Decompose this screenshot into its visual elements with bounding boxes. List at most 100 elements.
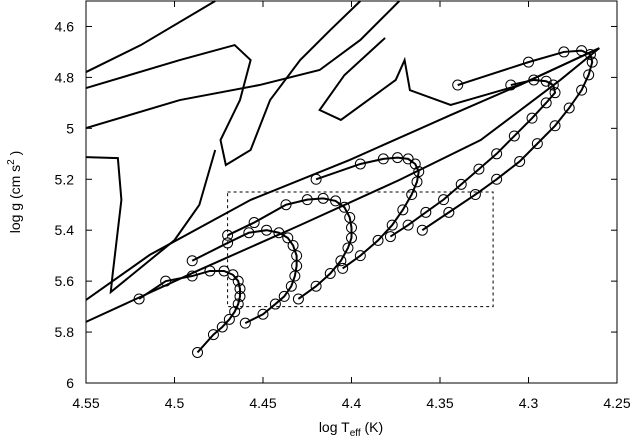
track-point [269, 298, 281, 310]
track-point [377, 153, 389, 165]
track-point [397, 204, 409, 216]
x-tick-label: 4.35 [426, 395, 453, 411]
x-axis-label: log Teff (K) [319, 419, 383, 439]
x-label-main: log T [319, 419, 350, 435]
track-point [248, 217, 260, 229]
track-line [85, 149, 217, 295]
track-point [222, 237, 234, 249]
track-point [469, 189, 481, 201]
track-line [85, 47, 600, 323]
track-point [278, 290, 290, 302]
track-point [310, 280, 322, 292]
track-point [452, 79, 464, 91]
track-point [234, 290, 246, 302]
track-point [583, 69, 595, 81]
track-point [473, 163, 485, 175]
track-point [192, 346, 204, 358]
track-point [204, 265, 216, 277]
y-tick-label: 6 [66, 375, 74, 391]
track-point [409, 158, 421, 170]
track-line [85, 0, 216, 73]
y-label-sup: 2 [6, 159, 17, 165]
track-point [576, 45, 588, 57]
track-point [508, 130, 520, 142]
track-point [186, 255, 198, 267]
region-box [227, 191, 494, 308]
track-point [337, 262, 349, 274]
track-point [218, 265, 230, 277]
track-point [287, 239, 299, 251]
track-line [85, 47, 600, 301]
x-tick-label: 4.25 [603, 395, 630, 411]
track-point [330, 195, 342, 207]
track-point [280, 199, 292, 211]
track-point [384, 231, 396, 243]
y-tick-label: 5.4 [55, 222, 75, 238]
y-tick-label: 5 [66, 120, 74, 136]
track-point [257, 308, 269, 320]
track-point [402, 219, 414, 231]
track-point [540, 97, 552, 109]
track-point [549, 87, 561, 99]
track-point [354, 158, 366, 170]
track-line [191, 229, 298, 325]
track-point [455, 178, 467, 190]
track-line [421, 49, 594, 232]
track-line [315, 156, 420, 270]
track-line [85, 0, 400, 130]
track-point [528, 74, 540, 86]
plot-frame [85, 0, 618, 384]
track-point [413, 166, 425, 178]
y-label-main: log g (cm s [7, 165, 23, 233]
track-point [491, 148, 503, 160]
track-point [273, 227, 285, 239]
track-line [138, 269, 241, 354]
track-line [85, 0, 362, 167]
track-point [222, 229, 234, 241]
track-point [261, 224, 273, 236]
y-tick-label: 5.8 [55, 324, 75, 340]
x-tick-label: 4.5 [165, 395, 185, 411]
track-point [523, 56, 534, 68]
track-point [207, 329, 219, 341]
track-point [514, 155, 526, 167]
track-point [317, 192, 329, 204]
x-tick-label: 4.45 [249, 395, 276, 411]
track-point [558, 46, 570, 58]
track-line [318, 37, 600, 122]
track-point [285, 280, 297, 292]
track-point [223, 313, 235, 325]
track-point [392, 152, 404, 164]
track-line [227, 197, 353, 300]
track-point [549, 120, 561, 132]
track-point [563, 102, 575, 114]
x-tick-label: 4.55 [72, 395, 99, 411]
track-point [438, 194, 450, 206]
track-point [416, 224, 428, 236]
track-point [338, 201, 350, 213]
track-point [282, 232, 294, 244]
track-point [310, 173, 322, 185]
track-point [576, 84, 588, 96]
track-point [586, 56, 598, 68]
track-point [505, 79, 517, 91]
track-point [420, 206, 432, 218]
track-point [344, 211, 356, 223]
track-point [406, 189, 418, 201]
x-label-tail: (K) [361, 419, 384, 435]
track-point [301, 194, 313, 206]
track-point [402, 153, 414, 165]
track-point [234, 283, 246, 295]
track-point [372, 234, 384, 246]
track-point [229, 306, 241, 318]
track-point [354, 250, 366, 262]
track-point [292, 293, 304, 305]
track-point [526, 112, 538, 124]
x-label-sub: eff [350, 428, 361, 439]
track-point [547, 79, 559, 91]
track-point [342, 242, 354, 254]
track-point [291, 250, 303, 262]
track-point [443, 206, 455, 218]
track-point [531, 138, 543, 150]
